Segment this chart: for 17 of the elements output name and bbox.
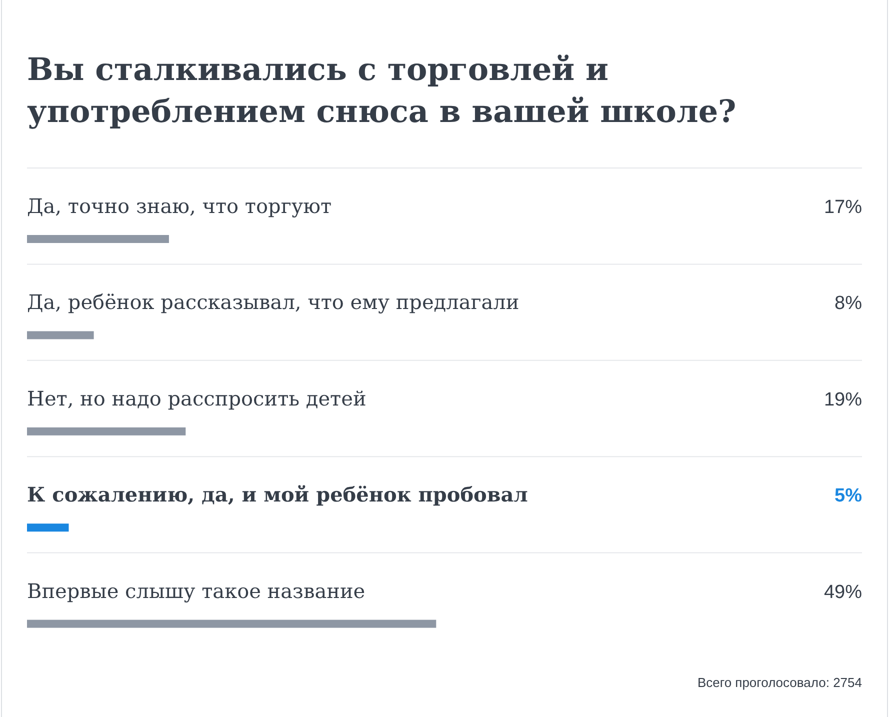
bar — [27, 427, 186, 436]
y-tick-label: Нет, но надо расспросить детей — [27, 386, 366, 410]
y-tick-label: Да, точно знаю, что торгуют — [27, 194, 332, 218]
y-tick-label: Впервые слышу такое название — [27, 578, 366, 603]
bar — [27, 331, 94, 340]
data-label: 8% — [834, 293, 862, 314]
y-tick-label: К сожалению, да, и мой ребёнок пробовал — [27, 482, 528, 507]
y-tick-label: Да, ребёнок рассказывал, что ему предлагали — [27, 290, 520, 314]
bar — [27, 235, 169, 243]
data-label: 17% — [824, 197, 862, 218]
bar — [27, 524, 69, 532]
data-label: 19% — [824, 389, 862, 410]
chart-title: Вы сталкивались с торговлей и употреблением снюса в вашей школе? — [27, 52, 736, 130]
data-label: 49% — [824, 582, 862, 603]
bar — [27, 620, 436, 628]
data-label: 5% — [834, 486, 862, 507]
text: Всего проголосовало: 2754 — [697, 675, 862, 690]
